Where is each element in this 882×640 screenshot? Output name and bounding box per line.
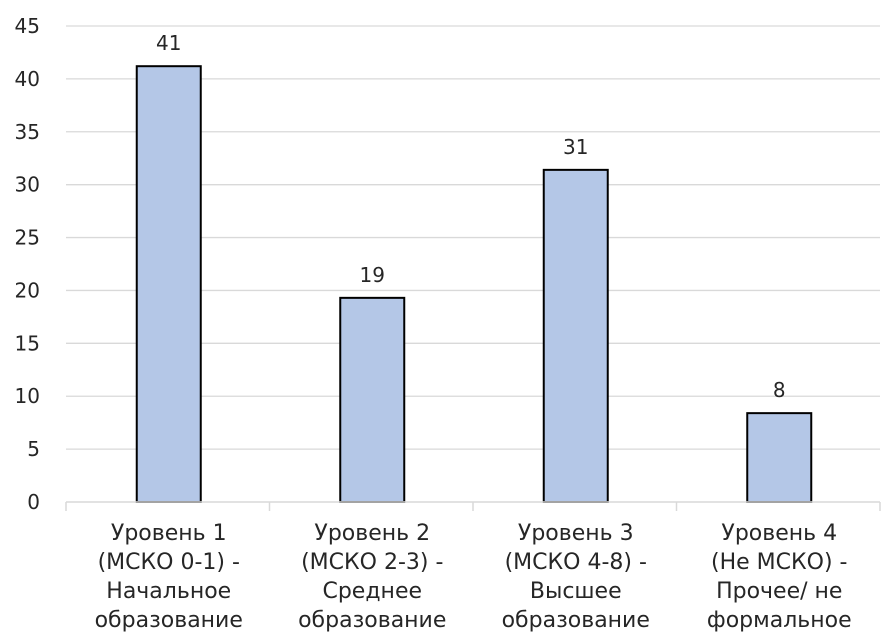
bars bbox=[135, 65, 813, 503]
x-category-label-2: Уровень 2 (МСКО 2-3) - Среднее образование bbox=[298, 521, 446, 633]
x-category-label-4-line-1: Уровень 4 bbox=[721, 521, 837, 546]
x-category-label-3-line-3: Высшее bbox=[530, 579, 622, 604]
bar-2 bbox=[339, 296, 406, 503]
y-tick-label-20: 20 bbox=[15, 278, 40, 302]
x-category-label-4-line-4: формальное bbox=[707, 608, 852, 633]
y-tick-label-15: 15 bbox=[15, 331, 40, 355]
y-tick-label-30: 30 bbox=[15, 173, 40, 197]
bar-1 bbox=[135, 65, 202, 503]
x-axis-category-labels: Уровень 1 (МСКО 0-1) - Начальное образовани… bbox=[95, 521, 852, 633]
bar-3 bbox=[542, 168, 609, 503]
y-tick-label-5: 5 bbox=[27, 437, 40, 461]
x-category-label-1-line-2: (МСКО 0-1) - bbox=[98, 550, 240, 575]
x-category-label-3-line-4: образование bbox=[502, 608, 650, 633]
y-tick-label-45: 45 bbox=[15, 14, 40, 38]
y-tick-label-0: 0 bbox=[27, 490, 40, 514]
x-category-label-1-line-4: образование bbox=[95, 608, 243, 633]
x-category-label-3-line-2: (МСКО 4-8) - bbox=[505, 550, 647, 575]
y-tick-label-40: 40 bbox=[15, 67, 40, 91]
y-tick-label-35: 35 bbox=[15, 120, 40, 144]
x-category-label-1-line-1: Уровень 1 bbox=[111, 521, 227, 546]
x-category-label-1-line-3: Начальное bbox=[106, 579, 231, 604]
x-category-label-2-line-4: образование bbox=[298, 608, 446, 633]
x-axis bbox=[65, 501, 881, 511]
bar-4 bbox=[746, 412, 813, 503]
x-category-label-4-line-3: Прочее/ не bbox=[716, 579, 842, 604]
y-axis-ticks: 0 5 10 15 20 25 30 35 40 45 bbox=[15, 14, 40, 514]
x-category-label-2-line-3: Среднее bbox=[322, 579, 422, 604]
x-category-label-1: Уровень 1 (МСКО 0-1) - Начальное образовани… bbox=[95, 521, 243, 633]
x-category-label-4: Уровень 4 (Не МСКО) - Прочее/ не формальное bbox=[707, 521, 852, 633]
data-label-3: 31 bbox=[563, 135, 588, 159]
data-label-2: 19 bbox=[360, 263, 385, 287]
x-category-label-2-line-1: Уровень 2 bbox=[314, 521, 430, 546]
x-category-label-2-line-2: (МСКО 2-3) - bbox=[301, 550, 443, 575]
y-tick-label-25: 25 bbox=[15, 226, 40, 250]
y-tick-label-10: 10 bbox=[15, 384, 40, 408]
x-category-label-3: Уровень 3 (МСКО 4-8) - Высшее образование bbox=[502, 521, 650, 633]
data-label-4: 8 bbox=[773, 378, 786, 402]
data-label-1: 41 bbox=[156, 31, 181, 55]
x-category-label-3-line-1: Уровень 3 bbox=[518, 521, 634, 546]
x-category-label-4-line-2: (Не МСКО) - bbox=[711, 550, 847, 575]
data-labels: 41 19 31 8 bbox=[156, 31, 786, 402]
